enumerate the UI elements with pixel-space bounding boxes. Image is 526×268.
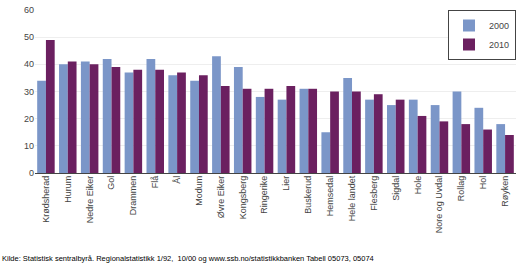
svg-text:Nore og Uvdal: Nore og Uvdal (434, 176, 444, 234)
svg-text:0: 0 (29, 168, 34, 178)
svg-text:50: 50 (24, 32, 34, 42)
svg-text:Flå: Flå (150, 176, 160, 189)
svg-text:Røyken: Røyken (500, 176, 510, 207)
svg-text:Krødsherad: Krødsherad (41, 176, 51, 223)
svg-text:Nedre Eiker: Nedre Eiker (85, 176, 95, 224)
svg-text:Hemsedal: Hemsedal (325, 176, 335, 217)
svg-text:Gol: Gol (106, 176, 116, 190)
svg-text:Sigdal: Sigdal (391, 176, 401, 201)
svg-text:2000: 2000 (489, 21, 509, 31)
svg-text:Drammen: Drammen (128, 176, 138, 216)
svg-text:Hol: Hol (478, 176, 488, 190)
svg-text:40: 40 (24, 59, 34, 69)
svg-text:10: 10 (24, 141, 34, 151)
svg-text:20: 20 (24, 114, 34, 124)
svg-text:Ål: Ål (172, 176, 182, 184)
svg-text:Lier: Lier (281, 176, 291, 191)
svg-text:2010: 2010 (489, 40, 509, 50)
svg-text:Hole: Hole (413, 176, 423, 195)
svg-text:Hele landet: Hele landet (347, 175, 357, 221)
svg-text:Buskerud: Buskerud (303, 176, 313, 214)
svg-text:Hurum: Hurum (63, 176, 73, 203)
svg-text:Kilde: Statistisk sentralbyrå.: Kilde: Statistisk sentralbyrå. Regionals… (2, 254, 374, 263)
svg-text:Modum: Modum (194, 176, 204, 206)
svg-text:Øvre Eiker: Øvre Eiker (216, 176, 226, 219)
svg-text:Rollag: Rollag (456, 176, 466, 202)
svg-text:Flesberg: Flesberg (369, 176, 379, 211)
svg-text:60: 60 (24, 5, 34, 15)
svg-text:Kongsberg: Kongsberg (238, 176, 248, 220)
svg-text:30: 30 (24, 87, 34, 97)
svg-text:Ringerike: Ringerike (259, 176, 269, 214)
